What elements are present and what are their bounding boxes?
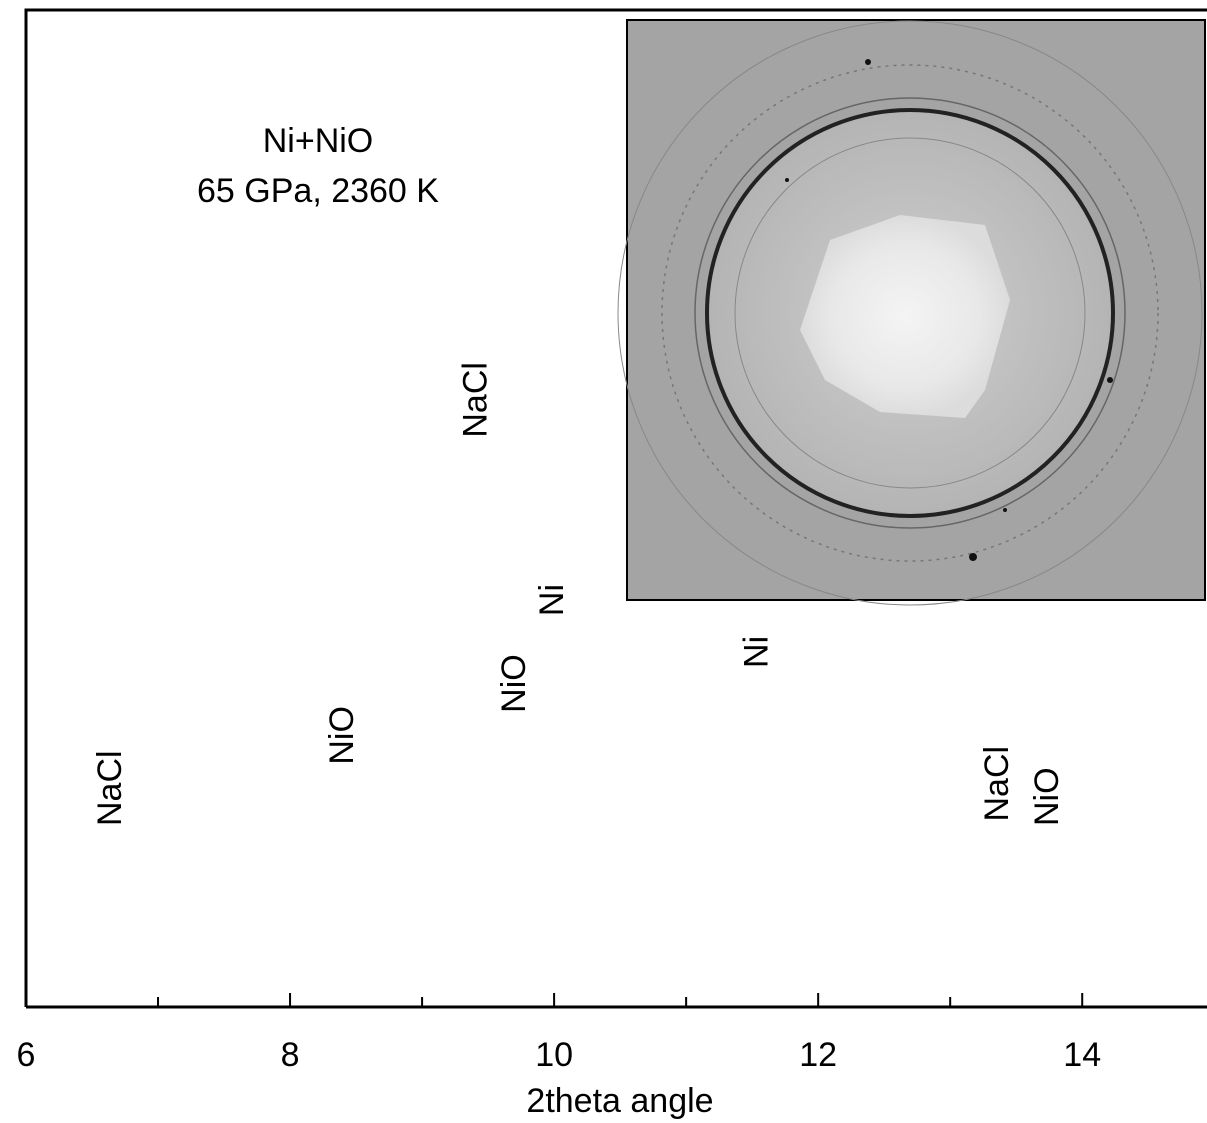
peak-label: Ni	[738, 636, 776, 668]
inset-image	[618, 20, 1205, 605]
peak-label: NiO	[495, 654, 533, 713]
x-tick-label: 8	[281, 1036, 300, 1074]
x-tick-label: 10	[535, 1036, 573, 1074]
peak-label: NaCl	[978, 746, 1016, 822]
peak-label: NiO	[323, 706, 361, 765]
x-tick-label: 12	[799, 1036, 837, 1074]
peak-label: NaCl	[457, 362, 495, 438]
peak-label: NiO	[1028, 767, 1066, 826]
chart: Ni+NiO 65 GPa, 2360 K 2theta angle 6 8 10 1…	[0, 0, 1207, 1123]
x-axis-label: 2theta angle	[526, 1082, 713, 1120]
x-tick-label: 6	[17, 1036, 36, 1074]
chart-title: Ni+NiO	[263, 122, 374, 160]
chart-subtitle: 65 GPa, 2360 K	[197, 172, 439, 210]
x-tick-label: 14	[1063, 1036, 1101, 1074]
peak-label: NaCl	[91, 750, 129, 826]
peak-label: Ni	[533, 584, 571, 616]
